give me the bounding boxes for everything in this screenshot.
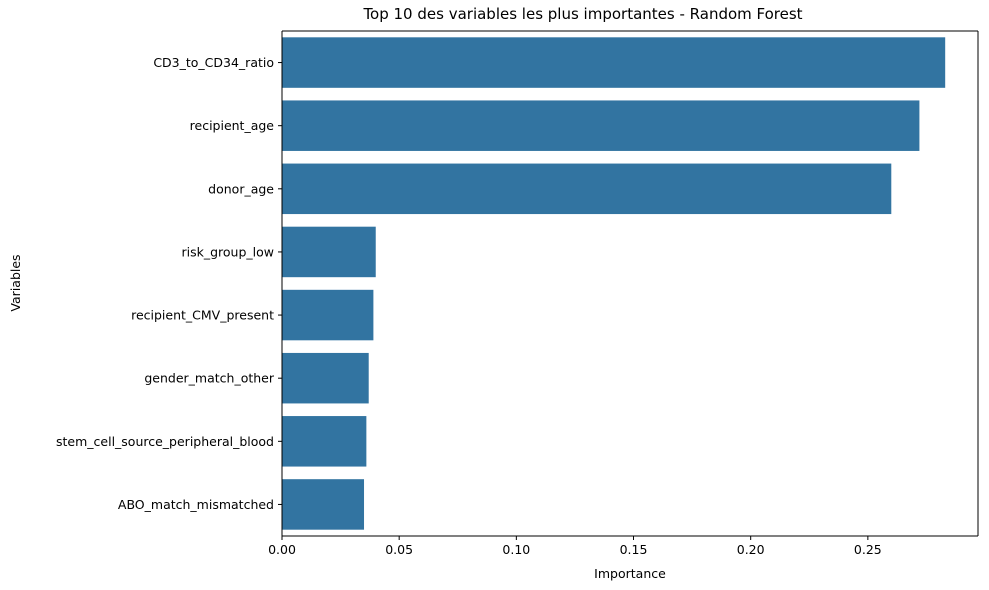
y-tick-label: recipient_age	[190, 118, 275, 133]
y-tick-label: CD3_to_CD34_ratio	[153, 55, 274, 70]
x-axis-label: Importance	[594, 566, 666, 581]
y-tick-label: recipient_CMV_present	[131, 308, 274, 323]
y-tick-label: stem_cell_source_peripheral_blood	[56, 434, 274, 449]
y-tick-label: donor_age	[208, 181, 274, 196]
bar-gender_match_other	[282, 352, 369, 404]
bar-donor_age	[282, 163, 892, 215]
bar-ABO_match_mismatched	[282, 479, 365, 530]
bar-CD3_to_CD34_ratio	[282, 37, 946, 88]
y-ticks: CD3_to_CD34_ratio recipient_age donor_ager…	[56, 55, 282, 512]
x-tick-label: 0.20	[737, 542, 765, 557]
x-ticks: 0.00 0.05 0.10 0.15 0.20 0.25	[268, 536, 882, 557]
bar-stem_cell_source_peripheral_blood	[282, 416, 367, 467]
bar-risk_group_low	[282, 226, 376, 278]
bar-recipient_age	[282, 100, 920, 151]
y-tick-label: gender_match_other	[144, 371, 275, 386]
bar-recipient_CMV_present	[282, 289, 374, 341]
x-tick-label: 0.10	[502, 542, 530, 557]
x-tick-label: 0.15	[620, 542, 648, 557]
y-tick-label: risk_group_low	[181, 244, 274, 259]
bars	[282, 37, 946, 530]
y-axis-label: Variables	[8, 254, 23, 311]
y-tick-label: ABO_match_mismatched	[118, 497, 274, 512]
x-tick-label: 0.05	[385, 542, 413, 557]
x-tick-label: 0.00	[268, 542, 296, 557]
x-tick-label: 0.25	[854, 542, 882, 557]
chart-title: Top 10 des variables les plus importante…	[362, 5, 802, 23]
